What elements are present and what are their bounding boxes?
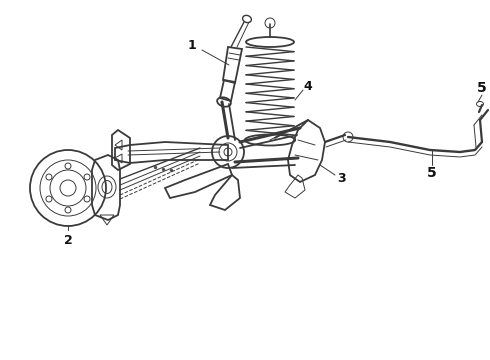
Text: 1: 1 xyxy=(188,39,196,51)
Text: 4: 4 xyxy=(304,80,313,93)
Text: 2: 2 xyxy=(64,234,73,247)
Text: 5: 5 xyxy=(427,166,437,180)
Text: 5: 5 xyxy=(477,81,487,95)
Text: 3: 3 xyxy=(338,171,346,185)
